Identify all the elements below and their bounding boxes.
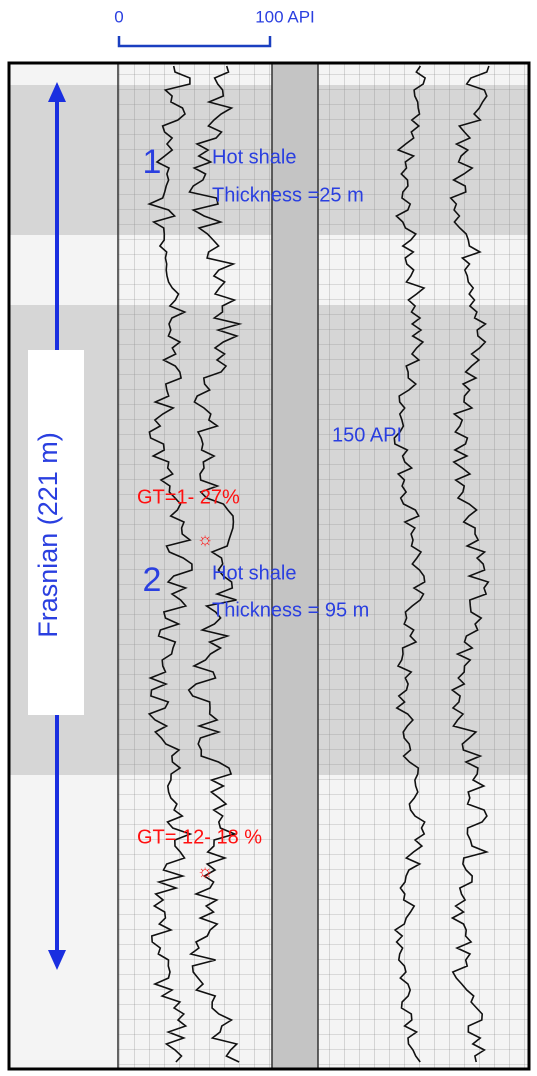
label-bg [28, 350, 84, 715]
formation-label: Frasnian (221 m) [33, 432, 63, 638]
log-frame [7, 61, 531, 1071]
log-curves [147, 65, 490, 1063]
zone-thickness: Thickness = 95 m [212, 599, 369, 621]
scale-bar [117, 36, 272, 48]
zone-label: Hot shale [212, 146, 297, 168]
marker-label: 150 API [332, 424, 402, 446]
track-lines [117, 63, 319, 1069]
gt-label: GT=1- 27% [137, 486, 240, 508]
zone-label: Hot shale [212, 562, 297, 584]
sun-icon: ☼ [197, 529, 214, 549]
zone-thickness: Thickness =25 m [212, 184, 364, 206]
grid [118, 63, 529, 1069]
scale-left: 0 [114, 7, 123, 26]
scale-right: 100 API [255, 7, 315, 26]
zone-number: 1 [143, 143, 162, 181]
gt-label: GT= 12- 18 % [137, 826, 262, 848]
depth-track [272, 63, 318, 1069]
arrow-head-up [48, 82, 66, 102]
sun-icon: ☼ [197, 861, 214, 881]
arrow-head-down [48, 950, 66, 970]
log-curve [393, 65, 427, 1063]
log-curve [449, 65, 490, 1063]
zone-number: 2 [143, 561, 162, 599]
log-curve [187, 65, 243, 1063]
log-curve [147, 65, 193, 1063]
